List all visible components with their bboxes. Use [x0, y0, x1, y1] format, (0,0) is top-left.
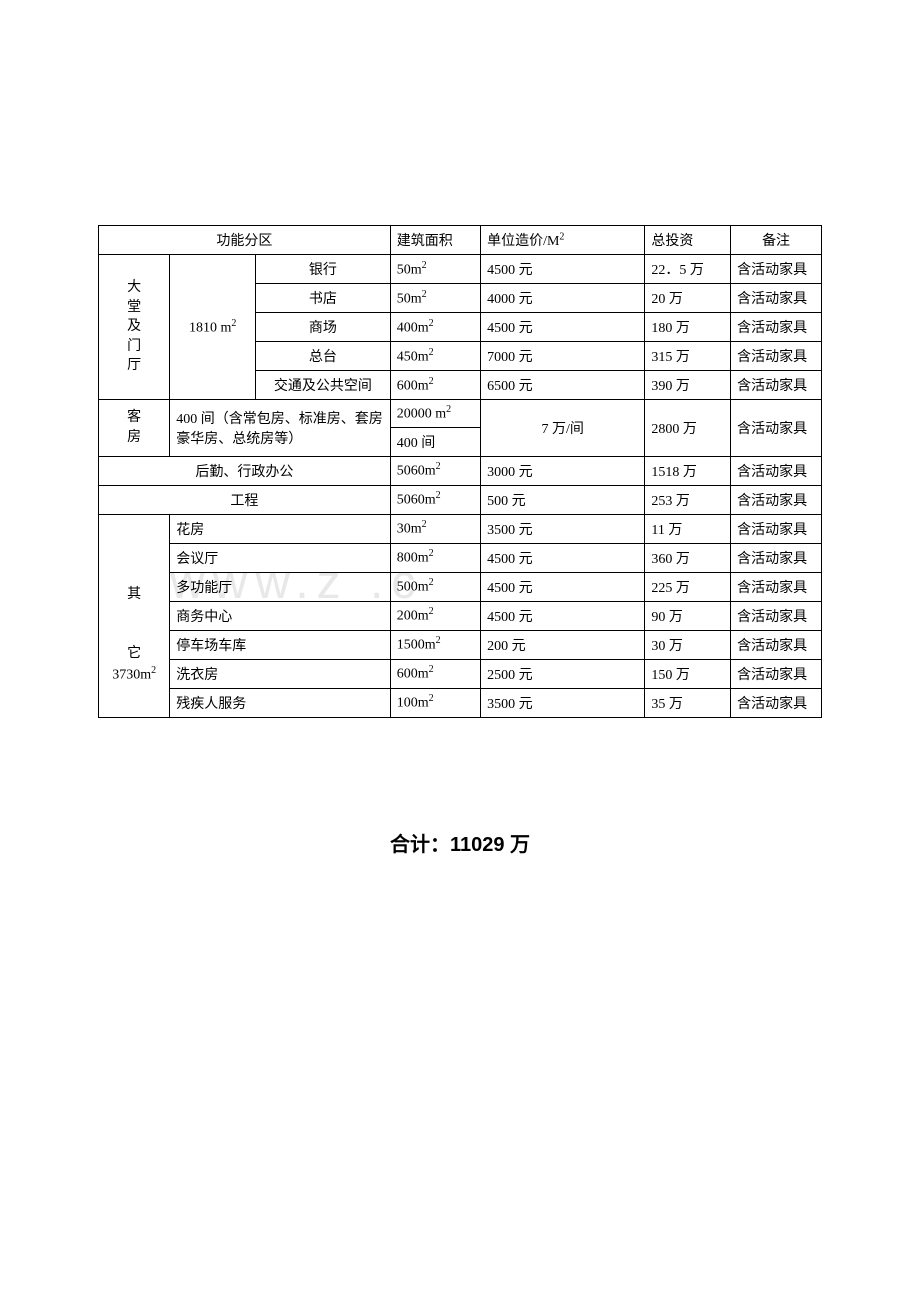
- cell-area: 30m2: [390, 514, 480, 543]
- cell-price: 7 万/间: [481, 400, 645, 457]
- cell-total: 20 万: [645, 284, 731, 313]
- cell-total: 11 万: [645, 514, 731, 543]
- cell-price: 4500 元: [481, 255, 645, 284]
- cell-total: 22．5 万: [645, 255, 731, 284]
- cell-name: 银行: [256, 255, 391, 284]
- cell-area: 800m2: [390, 543, 480, 572]
- header-function: 功能分区: [99, 226, 391, 255]
- table-row: 停车场车库 1500m2 200 元 30 万 含活动家具: [99, 630, 822, 659]
- table-row: 洗衣房 600m2 2500 元 150 万 含活动家具: [99, 659, 822, 688]
- cell-name: 交通及公共空间: [256, 371, 391, 400]
- table-row: 多功能厅 500m2 4500 元 225 万 含活动家具: [99, 572, 822, 601]
- cell-name: 残疾人服务: [170, 688, 390, 717]
- cell-price: 3500 元: [481, 514, 645, 543]
- cell-total: 180 万: [645, 313, 731, 342]
- cell-note: 含活动家具: [731, 485, 822, 514]
- cell-price: 500 元: [481, 485, 645, 514]
- cell-name: 商场: [256, 313, 391, 342]
- cell-price: 3000 元: [481, 456, 645, 485]
- table-row: 后勤、行政办公 5060m2 3000 元 1518 万 含活动家具: [99, 456, 822, 485]
- cell-total: 315 万: [645, 342, 731, 371]
- table-row: 大堂及门厅 1810 m2 银行 50m2 4500 元 22．5 万 含活动家…: [99, 255, 822, 284]
- cell-name: 停车场车库: [170, 630, 390, 659]
- cell-area: 400m2: [390, 313, 480, 342]
- cell-price: 4000 元: [481, 284, 645, 313]
- cell-price: 4500 元: [481, 313, 645, 342]
- engineering-name: 工程: [99, 485, 391, 514]
- cell-price: 3500 元: [481, 688, 645, 717]
- cell-area: 50m2: [390, 284, 480, 313]
- cell-name: 书店: [256, 284, 391, 313]
- logistics-name: 后勤、行政办公: [99, 456, 391, 485]
- cell-area: 500m2: [390, 572, 480, 601]
- cell-note: 含活动家具: [731, 284, 822, 313]
- cell-note: 含活动家具: [731, 255, 822, 284]
- table-row: 其它3730m2 花房 30m2 3500 元 11 万 含活动家具: [99, 514, 822, 543]
- guestroom-group-label: 客房: [99, 400, 170, 457]
- cell-price: 4500 元: [481, 543, 645, 572]
- cell-total: 30 万: [645, 630, 731, 659]
- cell-note: 含活动家具: [731, 400, 822, 457]
- header-area: 建筑面积: [390, 226, 480, 255]
- summary-total: 合计：11029 万: [98, 828, 822, 857]
- cell-note: 含活动家具: [731, 659, 822, 688]
- cell-total: 360 万: [645, 543, 731, 572]
- cell-total: 390 万: [645, 371, 731, 400]
- cell-name: 多功能厅: [170, 572, 390, 601]
- table-row: 工程 5060m2 500 元 253 万 含活动家具: [99, 485, 822, 514]
- cell-area: 5060m2: [390, 485, 480, 514]
- cell-area: 600m2: [390, 371, 480, 400]
- cell-total: 225 万: [645, 572, 731, 601]
- cell-note: 含活动家具: [731, 313, 822, 342]
- table-header-row: 功能分区 建筑面积 单位造价/M2 总投资 备注: [99, 226, 822, 255]
- cell-price: 200 元: [481, 630, 645, 659]
- cell-total: 2800 万: [645, 400, 731, 457]
- table-row: 残疾人服务 100m2 3500 元 35 万 含活动家具: [99, 688, 822, 717]
- header-note: 备注: [731, 226, 822, 255]
- cell-note: 含活动家具: [731, 342, 822, 371]
- cell-name: 总台: [256, 342, 391, 371]
- lobby-group-label: 大堂及门厅: [99, 255, 170, 400]
- cell-area: 600m2: [390, 659, 480, 688]
- cell-note: 含活动家具: [731, 456, 822, 485]
- cell-note: 含活动家具: [731, 514, 822, 543]
- cell-price: 4500 元: [481, 572, 645, 601]
- cell-total: 253 万: [645, 485, 731, 514]
- table-row: 客房 400 间（含常包房、标准房、套房豪华房、总统房等） 20000 m2 7…: [99, 400, 822, 428]
- cell-area: 400 间: [390, 427, 480, 456]
- cell-area: 5060m2: [390, 456, 480, 485]
- cell-area: 20000 m2: [390, 400, 480, 428]
- header-total: 总投资: [645, 226, 731, 255]
- cell-area: 100m2: [390, 688, 480, 717]
- cell-note: 含活动家具: [731, 543, 822, 572]
- cell-total: 1518 万: [645, 456, 731, 485]
- table-row: 商务中心 200m2 4500 元 90 万 含活动家具: [99, 601, 822, 630]
- cell-note: 含活动家具: [731, 371, 822, 400]
- guestroom-desc: 400 间（含常包房、标准房、套房豪华房、总统房等）: [170, 400, 390, 457]
- cell-price: 4500 元: [481, 601, 645, 630]
- header-unit-price: 单位造价/M2: [481, 226, 645, 255]
- cell-price: 6500 元: [481, 371, 645, 400]
- cell-name: 花房: [170, 514, 390, 543]
- cell-total: 90 万: [645, 601, 731, 630]
- cell-note: 含活动家具: [731, 688, 822, 717]
- cell-total: 150 万: [645, 659, 731, 688]
- cell-area: 1500m2: [390, 630, 480, 659]
- cell-area: 450m2: [390, 342, 480, 371]
- budget-table: 功能分区 建筑面积 单位造价/M2 总投资 备注 大堂及门厅 1810 m2 银…: [98, 225, 822, 718]
- cell-name: 洗衣房: [170, 659, 390, 688]
- table-row: 会议厅 800m2 4500 元 360 万 含活动家具: [99, 543, 822, 572]
- cell-name: 会议厅: [170, 543, 390, 572]
- cell-name: 商务中心: [170, 601, 390, 630]
- cell-area: 50m2: [390, 255, 480, 284]
- other-group-label: 其它3730m2: [99, 514, 170, 717]
- cell-note: 含活动家具: [731, 572, 822, 601]
- cell-price: 2500 元: [481, 659, 645, 688]
- lobby-group-area: 1810 m2: [170, 255, 256, 400]
- cell-note: 含活动家具: [731, 630, 822, 659]
- cell-total: 35 万: [645, 688, 731, 717]
- cell-note: 含活动家具: [731, 601, 822, 630]
- cell-area: 200m2: [390, 601, 480, 630]
- cell-price: 7000 元: [481, 342, 645, 371]
